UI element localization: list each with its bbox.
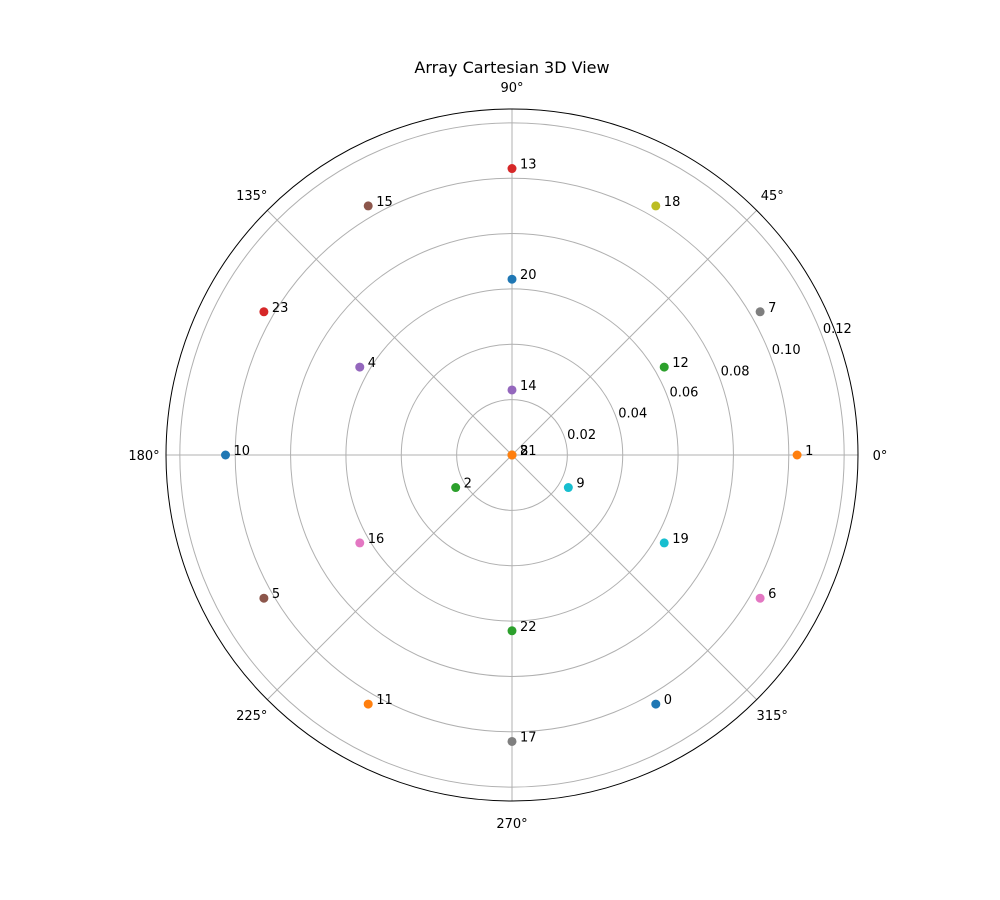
theta-tick-label: 45° <box>761 189 784 204</box>
scatter-point-9 <box>563 483 573 493</box>
point-label-14: 14 <box>520 379 537 394</box>
scatter-point-1 <box>792 450 802 460</box>
point-label-19: 19 <box>672 532 689 547</box>
scatter-point-14 <box>507 385 517 395</box>
point-label-23: 23 <box>272 301 289 316</box>
scatter-point-23 <box>259 307 269 317</box>
scatter-point-21 <box>507 450 517 460</box>
point-label-4: 4 <box>368 356 376 371</box>
theta-tick-label: 90° <box>500 81 523 96</box>
angular-gridline <box>511 209 758 456</box>
point-label-13: 13 <box>520 158 537 173</box>
scatter-point-2 <box>451 483 461 493</box>
point-label-7: 7 <box>768 301 776 316</box>
point-label-0: 0 <box>664 693 672 708</box>
scatter-point-22 <box>507 626 517 636</box>
scatter-point-4 <box>355 362 365 372</box>
point-label-8: 8 <box>520 444 528 459</box>
scatter-point-16 <box>355 538 365 548</box>
scatter-point-0 <box>651 699 661 709</box>
point-label-6: 6 <box>768 587 776 602</box>
point-label-21: 21 <box>520 444 537 459</box>
polar-axes: 0° 45° 90° 135° 180° 225° 270° 315° 0.02 0.04 0.06… <box>128 81 887 832</box>
point-label-9: 9 <box>576 477 584 492</box>
angular-gridline <box>266 209 513 456</box>
theta-tick-label: 0° <box>873 449 888 464</box>
theta-tick-label: 315° <box>757 709 788 724</box>
point-label-18: 18 <box>664 195 681 210</box>
scatter-point-15 <box>363 201 373 211</box>
angular-gridline <box>266 454 513 701</box>
polar-frame <box>165 108 859 802</box>
chart-title: Array Cartesian 3D View <box>414 58 609 77</box>
theta-tick-label: 135° <box>236 189 267 204</box>
scatter-point-6 <box>755 593 765 603</box>
point-label-3: 3 <box>520 444 528 459</box>
point-label-1: 1 <box>805 444 813 459</box>
r-tick-label: 0.02 <box>567 428 596 443</box>
theta-tick-label: 180° <box>128 449 159 464</box>
point-label-12: 12 <box>672 356 689 371</box>
point-label-10: 10 <box>234 444 251 459</box>
scatter-point-18 <box>651 201 661 211</box>
point-label-11: 11 <box>376 693 393 708</box>
theta-tick-label: 225° <box>236 709 267 724</box>
scatter-point-17 <box>507 736 517 746</box>
r-tick-label: 0.12 <box>823 322 852 337</box>
point-label-17: 17 <box>520 730 537 745</box>
r-tick-label: 0.08 <box>721 364 750 379</box>
scatter-point-12 <box>659 362 669 372</box>
theta-tick-label: 270° <box>496 817 527 832</box>
scatter-point-10 <box>221 450 231 460</box>
r-tick-label: 0.06 <box>669 385 698 400</box>
scatter-point-13 <box>507 164 517 174</box>
r-tick-label: 0.10 <box>772 343 801 358</box>
point-label-2: 2 <box>464 477 472 492</box>
point-label-16: 16 <box>368 532 385 547</box>
point-label-20: 20 <box>520 268 537 283</box>
scatter-point-20 <box>507 274 517 284</box>
angular-gridline <box>511 454 758 701</box>
point-label-22: 22 <box>520 620 537 635</box>
scatter-point-11 <box>363 699 373 709</box>
point-label-15: 15 <box>376 195 393 210</box>
scatter-point-5 <box>259 593 269 603</box>
scatter-point-19 <box>659 538 669 548</box>
point-label-5: 5 <box>272 587 280 602</box>
scatter-point-7 <box>755 307 765 317</box>
r-tick-label: 0.04 <box>618 407 647 422</box>
